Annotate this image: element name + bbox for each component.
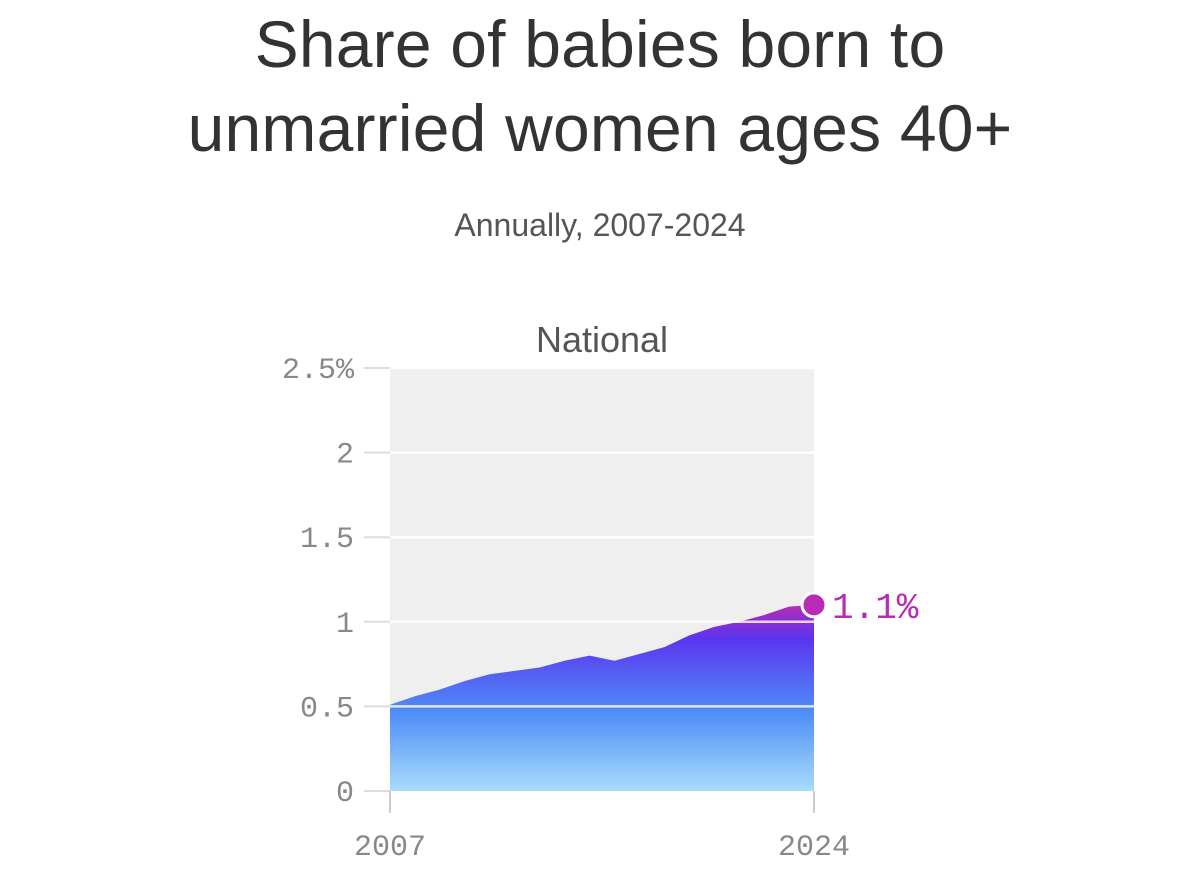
y-tick-label-2: 2 — [336, 439, 354, 473]
chart-title-line-1: Share of babies born to — [254, 7, 946, 81]
x-tick-label-2024: 2024 — [778, 831, 850, 865]
area-series-national — [390, 604, 814, 791]
x-tick-label-2007: 2007 — [354, 831, 426, 865]
y-tick-label-1: 1 — [336, 608, 354, 642]
chart-subtitle: Annually, 2007-2024 — [454, 207, 746, 243]
gridlines — [390, 366, 814, 708]
chart-title-line-2: unmarried women ages 40+ — [187, 91, 1013, 165]
end-value-label: 1.1% — [832, 588, 919, 629]
facet-label: National — [536, 319, 668, 360]
end-point-marker — [800, 591, 828, 619]
chart-title: Share of babies born to unmarried women … — [0, 2, 1200, 170]
y-tick-label-1.5: 1.5 — [300, 523, 354, 557]
labels: National 1.1% — [536, 319, 919, 629]
axes: 0 0.5 1 1.5 2 2.5% 2007 2024 — [282, 354, 850, 865]
area-layer — [390, 604, 814, 791]
y-tick-label-2.5%: 2.5% — [282, 354, 355, 388]
y-tick-label-0: 0 — [336, 777, 354, 811]
y-tick-label-0.5: 0.5 — [300, 692, 354, 726]
